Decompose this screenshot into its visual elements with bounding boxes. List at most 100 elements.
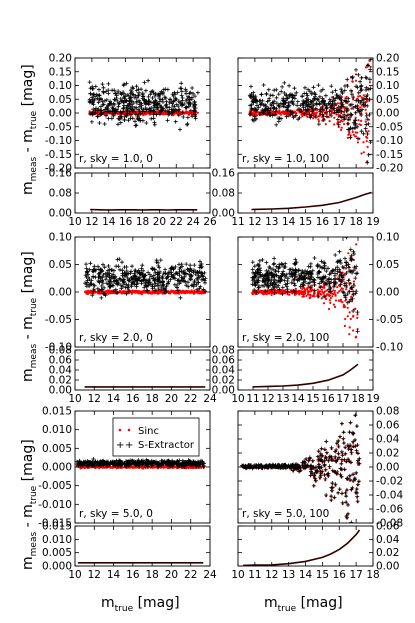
sinc-point [355, 79, 358, 82]
sinc-point [252, 112, 255, 115]
sextractor-point [203, 276, 208, 281]
sextractor-point [264, 260, 269, 265]
sextractor-point [359, 83, 364, 88]
sextractor-point [274, 273, 279, 278]
sinc-point [360, 119, 363, 122]
y-tick-label: 0.05 [376, 94, 399, 106]
sextractor-point [309, 91, 314, 95]
sinc-point [312, 111, 315, 114]
sextractor-point [282, 264, 286, 269]
sinc-point [352, 315, 355, 318]
sextractor-point [260, 108, 265, 112]
y-tick-label: -0.05 [45, 314, 72, 326]
sextractor-point [349, 253, 354, 258]
sextractor-point [191, 91, 196, 96]
sextractor-point [315, 272, 320, 276]
sinc-point [332, 289, 335, 292]
sextractor-point [129, 112, 133, 117]
sinc-point [336, 102, 339, 105]
sextractor-point [334, 93, 339, 98]
sextractor-point [142, 98, 147, 103]
sinc-point [192, 292, 196, 295]
x-tick-label: 14 [107, 569, 121, 581]
sextractor-point [156, 463, 161, 468]
panel-row1-left-rms: 10 12 14 16 18 20 22 24 260.000.080.16 [49, 168, 217, 229]
sextractor-point [347, 281, 352, 286]
axes-frame [74, 525, 211, 567]
sextractor-point [187, 272, 191, 277]
sextractor-point [274, 264, 279, 269]
sinc-point [181, 289, 185, 292]
sinc-point [325, 297, 328, 301]
sinc-point [117, 112, 120, 115]
y-tick-label: 0.00 [376, 287, 399, 299]
sextractor-point [366, 152, 371, 157]
sextractor-point [330, 103, 335, 108]
sextractor-point [292, 281, 297, 286]
sextractor-point [91, 282, 96, 287]
sextractor-point [332, 110, 337, 115]
sextractor-point [106, 264, 111, 268]
sinc-point [301, 115, 304, 118]
sextractor-point [201, 464, 206, 469]
sextractor-point [344, 283, 349, 288]
sextractor-point [118, 109, 123, 114]
sextractor-point [88, 91, 93, 96]
sextractor-point [117, 276, 122, 281]
sextractor-point [121, 90, 126, 95]
sinc-point [351, 130, 354, 134]
sextractor-point [282, 91, 287, 95]
x-tick-label: 22 [184, 569, 197, 581]
sextractor-point [193, 102, 198, 107]
sinc-point [358, 406, 360, 408]
sextractor-point [292, 289, 297, 294]
sinc-point [321, 290, 324, 293]
sextractor-point [322, 275, 327, 280]
y-tick-label: 0.06 [212, 355, 236, 367]
axes-frame [74, 349, 211, 391]
sinc-point [144, 111, 147, 114]
sextractor-point [131, 92, 136, 97]
sextractor-point [152, 279, 157, 283]
y-tick-label: -0.20 [376, 163, 403, 175]
sextractor-point [333, 88, 338, 93]
sextractor-point [77, 460, 82, 465]
sextractor-point [177, 461, 182, 466]
sextractor-point [98, 96, 103, 101]
sextractor-point [261, 83, 266, 87]
sinc-point [356, 97, 359, 100]
x-tick-label: 18 [351, 393, 364, 405]
sextractor-point [327, 287, 331, 292]
sextractor-point [139, 278, 144, 283]
sextractor-point [250, 267, 255, 272]
sinc-point [365, 135, 368, 138]
sextractor-point [114, 264, 119, 269]
sextractor-point [353, 118, 358, 122]
sextractor-point [307, 280, 312, 285]
sextractor-point [146, 270, 151, 275]
sextractor-point [348, 247, 353, 252]
sextractor-point [364, 96, 369, 101]
sextractor-point [124, 265, 129, 269]
panel-row3-right-residual: r, sky = 5.0, 100-0.08-0.06-0.04-0.020.0… [237, 406, 403, 530]
sinc-point [333, 289, 337, 292]
sinc-point [192, 290, 195, 293]
sextractor-point [359, 75, 364, 80]
sextractor-point [115, 99, 120, 103]
sextractor-point [254, 108, 258, 113]
sextractor-point [160, 92, 165, 96]
sinc-point [302, 286, 306, 290]
x-tick-label: 16 [126, 393, 140, 405]
sextractor-point [250, 275, 255, 280]
sinc-point [115, 467, 118, 470]
sextractor-point [92, 264, 97, 269]
sinc-point [325, 289, 328, 292]
sinc-point [296, 109, 299, 112]
sextractor-point [353, 110, 358, 115]
sextractor-point [84, 282, 89, 287]
sextractor-point [351, 95, 356, 99]
rms-line [90, 208, 198, 211]
sextractor-point [149, 116, 154, 121]
sextractor-point [95, 96, 100, 101]
sextractor-point [292, 261, 297, 266]
